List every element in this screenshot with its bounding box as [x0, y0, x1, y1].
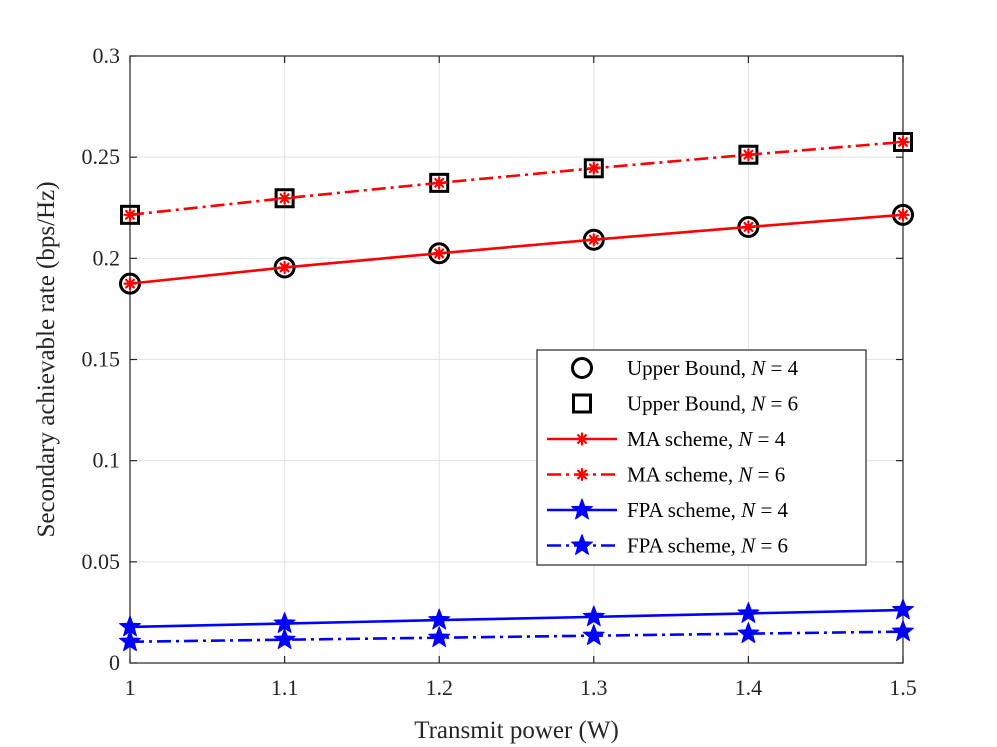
series-line: [129, 140, 904, 217]
series-line: [129, 630, 904, 644]
data-point: [278, 260, 292, 275]
data-point: [119, 630, 141, 652]
legend-item: FPA scheme, N = 4: [547, 498, 789, 522]
data-point: [432, 176, 446, 190]
legend-label: Upper Bound, N = 4: [627, 356, 799, 380]
legend-marker: [571, 534, 593, 555]
data-point: [583, 158, 604, 179]
legend-box: [536, 349, 867, 566]
y-tick-label: 0.1: [93, 448, 121, 473]
legend-marker: [575, 467, 589, 482]
data-point: [123, 277, 137, 291]
series-2: [123, 208, 910, 291]
data-point: [123, 208, 137, 222]
legend: Upper Bound, N = 4 Upper Bound, N = 6 MA s…: [536, 349, 867, 566]
data-point: [892, 598, 914, 620]
data-point: [741, 148, 756, 162]
y-tick-label: 0.3: [93, 43, 121, 68]
legend-item: Upper Bound, N = 6: [572, 392, 798, 416]
data-point: [896, 135, 910, 149]
y-tick-label: 0.2: [93, 245, 121, 270]
data-point: [273, 628, 296, 650]
legend-label: MA scheme, N = 6: [627, 463, 785, 487]
y-tick-label: 0: [109, 650, 120, 675]
series-5: [119, 620, 914, 652]
legend-item: MA scheme, N = 4: [547, 427, 786, 451]
legend-label: MA scheme, N = 4: [627, 427, 786, 451]
data-point: [737, 601, 760, 623]
data-point: [273, 612, 296, 633]
legend-item: MA scheme, N = 6: [547, 463, 785, 487]
legend-item: FPA scheme, N = 6: [547, 534, 788, 558]
legend-label: FPA scheme, N = 4: [627, 498, 789, 522]
y-axis-title: Secondary achievable rate (bps/Hz): [33, 181, 60, 537]
series-line: [129, 608, 904, 629]
x-tick-label: 1.2: [425, 675, 453, 700]
x-axis-title: Transmit power (W): [414, 717, 619, 744]
series-layer: [119, 131, 914, 652]
data-point: [587, 161, 601, 175]
data-point: [741, 220, 756, 234]
data-point: [582, 624, 605, 646]
data-point: [428, 608, 451, 630]
data-point: [432, 246, 446, 260]
y-tick-label: 0.25: [82, 144, 121, 169]
legend-item: Upper Bound, N = 4: [571, 356, 799, 380]
x-tick-label: 1: [125, 675, 136, 700]
x-tick-label: 1.5: [889, 675, 917, 700]
data-point: [896, 208, 910, 222]
x-tick-label: 1.3: [580, 675, 608, 700]
series-line: [129, 213, 904, 285]
legend-marker: [571, 498, 593, 520]
ticks: 1 1.1 1.2 1.3 1.4 1.5 0 0.05 0.1 0.15 0.2 0.25 0.3: [82, 43, 917, 700]
x-tick-label: 1.1: [271, 675, 299, 700]
y-tick-label: 0.05: [82, 549, 121, 574]
series-1: [120, 131, 913, 225]
data-point: [582, 605, 605, 627]
legend-label: Upper Bound, N = 6: [627, 392, 798, 416]
y-tick-label: 0.15: [82, 347, 121, 372]
x-tick-label: 1.4: [735, 675, 763, 700]
data-point: [892, 620, 914, 642]
data-point: [587, 233, 601, 247]
series-4: [119, 598, 914, 637]
series-0: [119, 203, 914, 295]
series-3: [123, 135, 910, 222]
legend-marker: [572, 393, 592, 414]
legend-label: FPA scheme, N = 6: [627, 534, 788, 558]
legend-marker: [571, 357, 593, 379]
data-point: [737, 622, 760, 644]
legend-marker: [575, 432, 589, 446]
data-point: [428, 626, 451, 648]
data-point: [278, 191, 292, 205]
